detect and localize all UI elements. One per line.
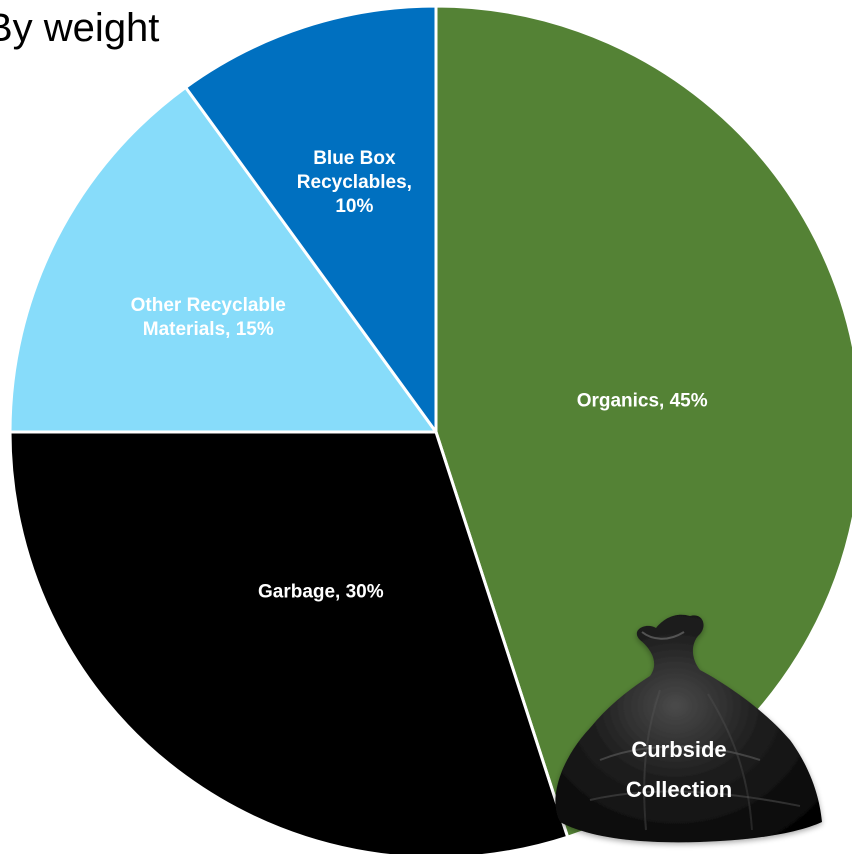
data-label-organics: Organics, 45%	[577, 390, 708, 411]
garbage-bag-icon	[555, 614, 822, 843]
data-label-garbage: Garbage, 30%	[258, 582, 384, 603]
chart-title: By weight	[0, 6, 160, 50]
data-label-blue-box-recyclables: Blue Box Recyclables, 10%	[297, 148, 412, 217]
pie-slice-blue-box-recyclables	[184, 4, 438, 434]
bag-label-line-2: Collection	[626, 777, 732, 802]
pie-slice-garbage	[8, 430, 570, 854]
bag-label-line-1: Curbside	[631, 737, 726, 762]
pie-slice-other-recyclable-materials	[8, 85, 438, 434]
data-label-other-recyclable-materials: Other Recyclable Materials, 15%	[131, 295, 286, 340]
